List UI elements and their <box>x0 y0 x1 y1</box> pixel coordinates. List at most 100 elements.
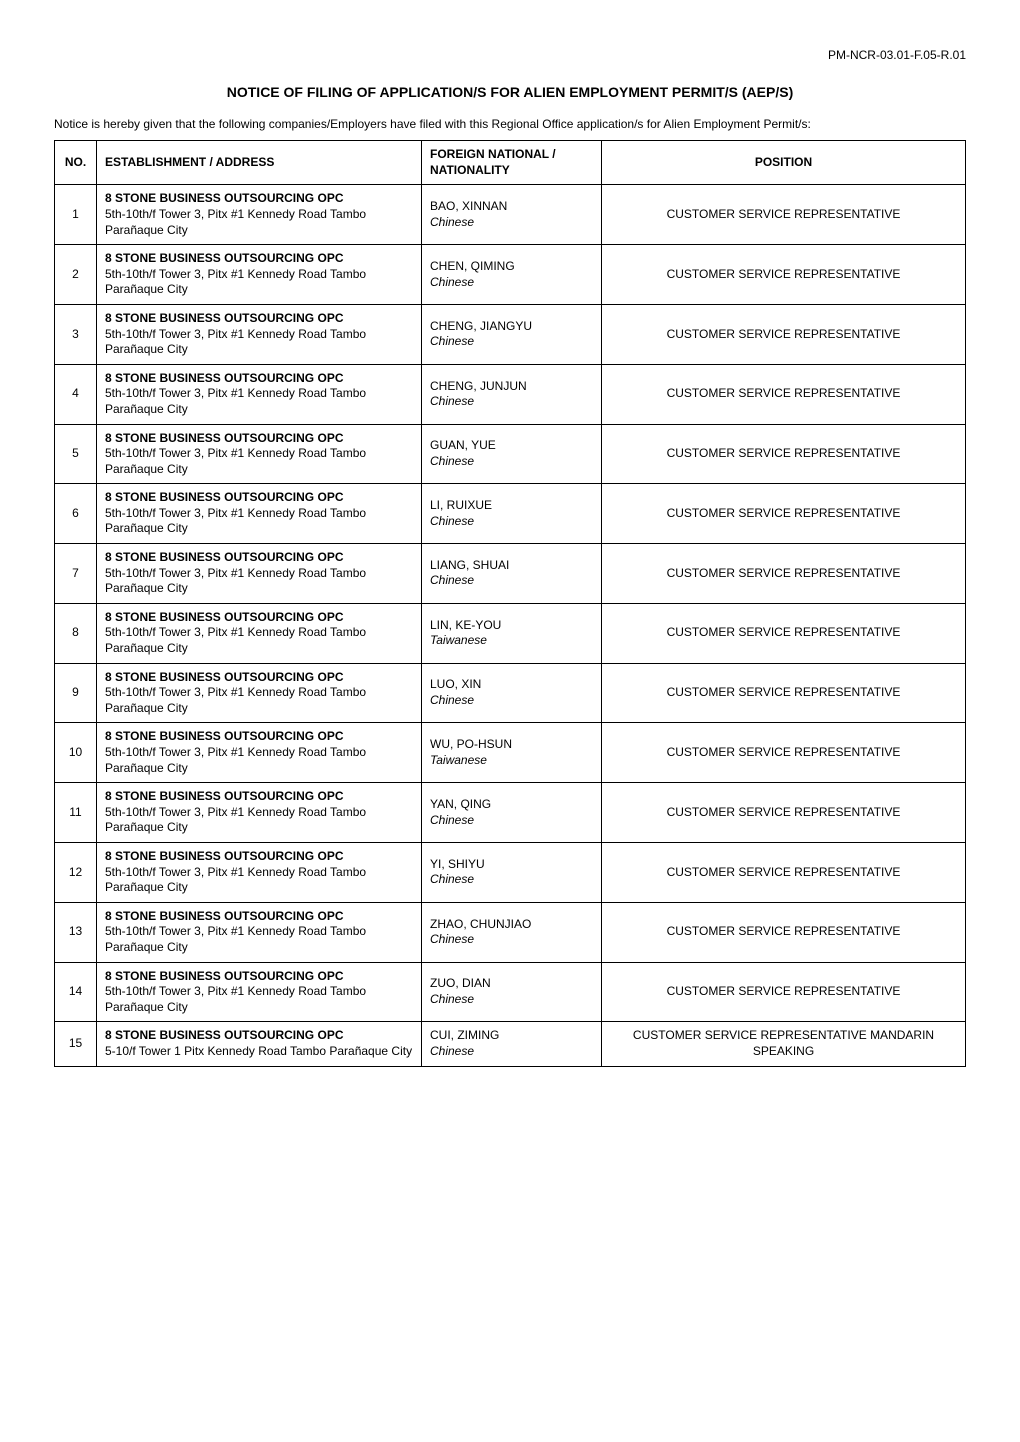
cell-no: 6 <box>55 484 97 544</box>
company-name: 8 STONE BUSINESS OUTSOURCING OPC <box>105 251 413 267</box>
cell-establishment: 8 STONE BUSINESS OUTSOURCING OPC5th-10th… <box>97 783 422 843</box>
company-address: 5th-10th/f Tower 3, Pitx #1 Kennedy Road… <box>105 207 366 237</box>
applicant-name: CHENG, JUNJUN <box>430 379 593 395</box>
applicant-name: LUO, XIN <box>430 677 593 693</box>
applicant-nationality: Chinese <box>430 1044 593 1060</box>
company-name: 8 STONE BUSINESS OUTSOURCING OPC <box>105 431 413 447</box>
table-row: 18 STONE BUSINESS OUTSOURCING OPC5th-10t… <box>55 185 966 245</box>
intro-text: Notice is hereby given that the followin… <box>54 116 966 132</box>
company-name: 8 STONE BUSINESS OUTSOURCING OPC <box>105 909 413 925</box>
company-address: 5th-10th/f Tower 3, Pitx #1 Kennedy Road… <box>105 865 366 895</box>
col-header-national: FOREIGN NATIONAL / NATIONALITY <box>422 141 602 185</box>
cell-position: CUSTOMER SERVICE REPRESENTATIVE <box>602 603 966 663</box>
company-name: 8 STONE BUSINESS OUTSOURCING OPC <box>105 191 413 207</box>
company-name: 8 STONE BUSINESS OUTSOURCING OPC <box>105 610 413 626</box>
cell-no: 3 <box>55 304 97 364</box>
col-header-no: NO. <box>55 141 97 185</box>
applicant-nationality: Chinese <box>430 573 593 589</box>
table-row: 98 STONE BUSINESS OUTSOURCING OPC5th-10t… <box>55 663 966 723</box>
table-row: 12 8 STONE BUSINESS OUTSOURCING OPC5th-10… <box>55 842 966 902</box>
cell-position: CUSTOMER SERVICE REPRESENTATIVE <box>602 723 966 783</box>
cell-position: CUSTOMER SERVICE REPRESENTATIVE <box>602 902 966 962</box>
cell-establishment: 8 STONE BUSINESS OUTSOURCING OPC5th-10th… <box>97 544 422 604</box>
cell-national: BAO, XINNANChinese <box>422 185 602 245</box>
applicant-nationality: Taiwanese <box>430 753 593 769</box>
table-row: 118 STONE BUSINESS OUTSOURCING OPC5th-10… <box>55 783 966 843</box>
cell-no: 10 <box>55 723 97 783</box>
cell-position: CUSTOMER SERVICE REPRESENTATIVE <box>602 962 966 1022</box>
cell-no: 7 <box>55 544 97 604</box>
cell-national: CHEN, QIMINGChinese <box>422 245 602 305</box>
cell-national: CHENG, JUNJUNChinese <box>422 364 602 424</box>
company-address: 5th-10th/f Tower 3, Pitx #1 Kennedy Road… <box>105 625 366 655</box>
cell-establishment: 8 STONE BUSINESS OUTSOURCING OPC5th-10th… <box>97 603 422 663</box>
cell-no: 14 <box>55 962 97 1022</box>
applicant-nationality: Taiwanese <box>430 633 593 649</box>
cell-position: CUSTOMER SERVICE REPRESENTATIVE <box>602 783 966 843</box>
cell-position: CUSTOMER SERVICE REPRESENTATIVE <box>602 663 966 723</box>
company-name: 8 STONE BUSINESS OUTSOURCING OPC <box>105 1028 413 1044</box>
applicant-name: YAN, QING <box>430 797 593 813</box>
cell-no: 11 <box>55 783 97 843</box>
company-address: 5th-10th/f Tower 3, Pitx #1 Kennedy Road… <box>105 446 366 476</box>
company-address: 5th-10th/f Tower 3, Pitx #1 Kennedy Road… <box>105 506 366 536</box>
cell-no: 1 <box>55 185 97 245</box>
cell-position: CUSTOMER SERVICE REPRESENTATIVE <box>602 245 966 305</box>
cell-no: 2 <box>55 245 97 305</box>
cell-establishment: 8 STONE BUSINESS OUTSOURCING OPC5-10/f T… <box>97 1022 422 1066</box>
applicant-name: ZHAO, CHUNJIAO <box>430 917 593 933</box>
cell-establishment: 8 STONE BUSINESS OUTSOURCING OPC5th-10th… <box>97 484 422 544</box>
cell-national: LIANG, SHUAIChinese <box>422 544 602 604</box>
company-name: 8 STONE BUSINESS OUTSOURCING OPC <box>105 849 413 865</box>
company-name: 8 STONE BUSINESS OUTSOURCING OPC <box>105 729 413 745</box>
applicant-name: GUAN, YUE <box>430 438 593 454</box>
applicant-nationality: Chinese <box>430 334 593 350</box>
table-row: 28 STONE BUSINESS OUTSOURCING OPC5th-10t… <box>55 245 966 305</box>
cell-no: 5 <box>55 424 97 484</box>
applicant-name: WU, PO-HSUN <box>430 737 593 753</box>
company-address: 5th-10th/f Tower 3, Pitx #1 Kennedy Road… <box>105 745 366 775</box>
company-address: 5th-10th/f Tower 3, Pitx #1 Kennedy Road… <box>105 386 366 416</box>
company-address: 5th-10th/f Tower 3, Pitx #1 Kennedy Road… <box>105 924 366 954</box>
company-address: 5th-10th/f Tower 3, Pitx #1 Kennedy Road… <box>105 327 366 357</box>
cell-position: CUSTOMER SERVICE REPRESENTATIVE <box>602 185 966 245</box>
applicant-nationality: Chinese <box>430 454 593 470</box>
applicant-name: CHEN, QIMING <box>430 259 593 275</box>
applications-table: NO. ESTABLISHMENT / ADDRESS FOREIGN NATI… <box>54 140 966 1066</box>
cell-position: CUSTOMER SERVICE REPRESENTATIVE <box>602 842 966 902</box>
applicant-nationality: Chinese <box>430 394 593 410</box>
company-address: 5th-10th/f Tower 3, Pitx #1 Kennedy Road… <box>105 984 366 1014</box>
table-row: 5 8 STONE BUSINESS OUTSOURCING OPC5th-10t… <box>55 424 966 484</box>
applicant-nationality: Chinese <box>430 872 593 888</box>
cell-national: LI, RUIXUEChinese <box>422 484 602 544</box>
company-name: 8 STONE BUSINESS OUTSOURCING OPC <box>105 969 413 985</box>
cell-position: CUSTOMER SERVICE REPRESENTATIVE MANDARIN… <box>602 1022 966 1066</box>
company-name: 8 STONE BUSINESS OUTSOURCING OPC <box>105 490 413 506</box>
company-address: 5th-10th/f Tower 3, Pitx #1 Kennedy Road… <box>105 685 366 715</box>
cell-establishment: 8 STONE BUSINESS OUTSOURCING OPC5th-10th… <box>97 902 422 962</box>
applicant-name: CHENG, JIANGYU <box>430 319 593 335</box>
cell-national: ZUO, DIANChinese <box>422 962 602 1022</box>
cell-position: CUSTOMER SERVICE REPRESENTATIVE <box>602 544 966 604</box>
cell-establishment: 8 STONE BUSINESS OUTSOURCING OPC5th-10th… <box>97 245 422 305</box>
table-row: 14 8 STONE BUSINESS OUTSOURCING OPC5th-10… <box>55 962 966 1022</box>
page-title: NOTICE OF FILING OF APPLICATION/S FOR AL… <box>54 84 966 100</box>
cell-establishment: 8 STONE BUSINESS OUTSOURCING OPC5th-10th… <box>97 185 422 245</box>
cell-establishment: 8 STONE BUSINESS OUTSOURCING OPC5th-10th… <box>97 723 422 783</box>
table-header-row: NO. ESTABLISHMENT / ADDRESS FOREIGN NATI… <box>55 141 966 185</box>
document-code: PM-NCR-03.01-F.05-R.01 <box>54 48 966 62</box>
cell-national: YAN, QINGChinese <box>422 783 602 843</box>
cell-no: 13 <box>55 902 97 962</box>
applicant-name: LIN, KE-YOU <box>430 618 593 634</box>
company-name: 8 STONE BUSINESS OUTSOURCING OPC <box>105 311 413 327</box>
cell-national: ZHAO, CHUNJIAOChinese <box>422 902 602 962</box>
cell-no: 12 <box>55 842 97 902</box>
company-name: 8 STONE BUSINESS OUTSOURCING OPC <box>105 371 413 387</box>
cell-establishment: 8 STONE BUSINESS OUTSOURCING OPC5th-10th… <box>97 304 422 364</box>
table-row: 108 STONE BUSINESS OUTSOURCING OPC5th-10… <box>55 723 966 783</box>
col-header-establishment: ESTABLISHMENT / ADDRESS <box>97 141 422 185</box>
company-name: 8 STONE BUSINESS OUTSOURCING OPC <box>105 670 413 686</box>
applicant-nationality: Chinese <box>430 992 593 1008</box>
cell-establishment: 8 STONE BUSINESS OUTSOURCING OPC5th-10th… <box>97 364 422 424</box>
cell-national: CUI, ZIMINGChinese <box>422 1022 602 1066</box>
